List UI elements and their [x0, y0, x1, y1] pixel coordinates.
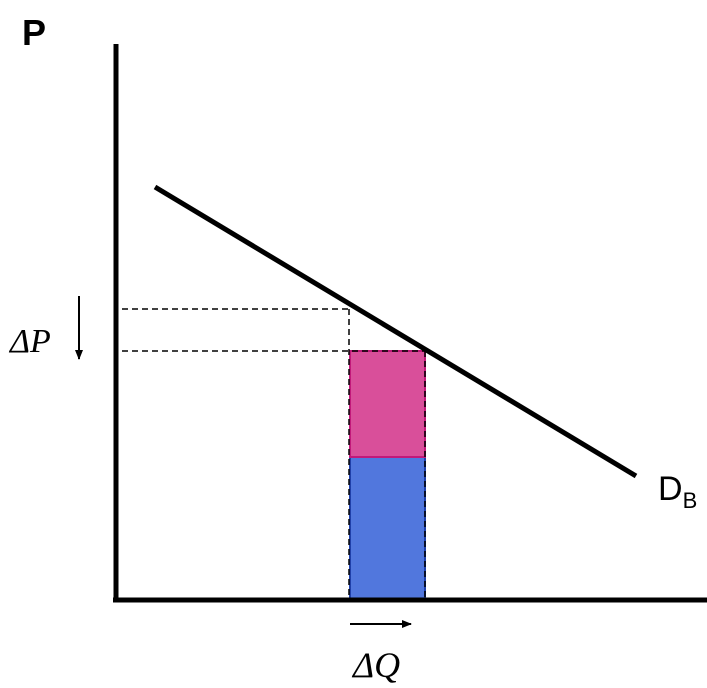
demand-curve-line: [153, 184, 638, 479]
y-axis-label: P: [22, 12, 46, 53]
demand-curve-label-main: D: [658, 470, 683, 508]
delta-q-label: ΔQ: [351, 645, 400, 685]
demand-curve-label: DB: [658, 470, 697, 513]
upper-pink-rectangle: [349, 350, 426, 458]
delta-p-label: ΔP: [8, 323, 51, 360]
lower-blue-rectangle: [349, 456, 426, 600]
demand-curve-label-subscript: B: [683, 488, 698, 513]
